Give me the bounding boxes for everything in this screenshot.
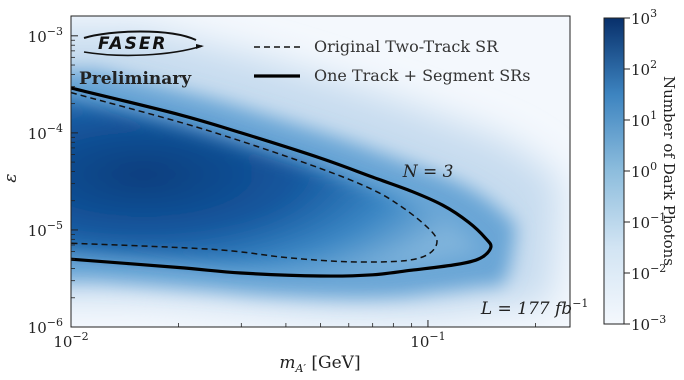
colorbar-tick-label: 10−1 bbox=[631, 211, 666, 232]
heatmap-field bbox=[71, 16, 570, 327]
x-axis-title: mA′ [GeV] bbox=[279, 353, 360, 375]
y-tick-label: 10−3 bbox=[28, 25, 63, 46]
annotation-luminosity-text: L = 177 fb bbox=[480, 299, 572, 319]
contour-original-two-track bbox=[71, 91, 438, 263]
colorbar-tick-label: 100 bbox=[631, 160, 657, 181]
heatmap-core bbox=[71, 98, 481, 271]
colorbar-tick-label: 10−3 bbox=[631, 313, 666, 334]
legend: Original Two-Track SR One Track + Segmen… bbox=[254, 37, 530, 85]
contour-one-track-segment bbox=[71, 86, 493, 278]
y-tick-label: 10−5 bbox=[28, 219, 63, 240]
colorbar-tick-label: 10−2 bbox=[631, 262, 666, 283]
logo-swoosh-top bbox=[83, 30, 197, 41]
annotation-luminosity: L = 177 fb−1 bbox=[480, 297, 589, 319]
x-tick-label: 10−1 bbox=[410, 330, 445, 351]
colorbar-tick-label: 101 bbox=[631, 109, 657, 130]
annotation-luminosity-sup: −1 bbox=[572, 297, 588, 310]
y-tick-label: 10−4 bbox=[28, 122, 63, 143]
faser-logo: FASER bbox=[83, 30, 204, 57]
legend-label-dashed: Original Two-Track SR bbox=[314, 37, 499, 56]
contour-layer bbox=[71, 86, 493, 278]
logo-text: FASER bbox=[98, 34, 168, 54]
x-tick-label: 10−2 bbox=[53, 330, 88, 351]
y-tick-label: 10−6 bbox=[28, 316, 63, 337]
logo-arrow-icon bbox=[196, 44, 204, 49]
colorbar-title: Number of Dark Photons bbox=[660, 76, 678, 266]
colorbar-ticks: 10−3 10−2 10−1 100 101 102 103 bbox=[624, 7, 666, 334]
preliminary-label: Preliminary bbox=[79, 69, 192, 89]
colorbar bbox=[603, 17, 625, 325]
colorbar-tick-label: 103 bbox=[631, 7, 657, 28]
colorbar-tick-label: 102 bbox=[631, 58, 657, 79]
y-axis-title: ε bbox=[1, 173, 21, 182]
axes: 10−2 10−1 10−6 10−5 10−4 10−3 bbox=[28, 25, 536, 351]
logo-swoosh-bottom bbox=[83, 45, 203, 57]
legend-label-solid: One Track + Segment SRs bbox=[314, 66, 530, 85]
annotation-n: N = 3 bbox=[402, 162, 454, 182]
